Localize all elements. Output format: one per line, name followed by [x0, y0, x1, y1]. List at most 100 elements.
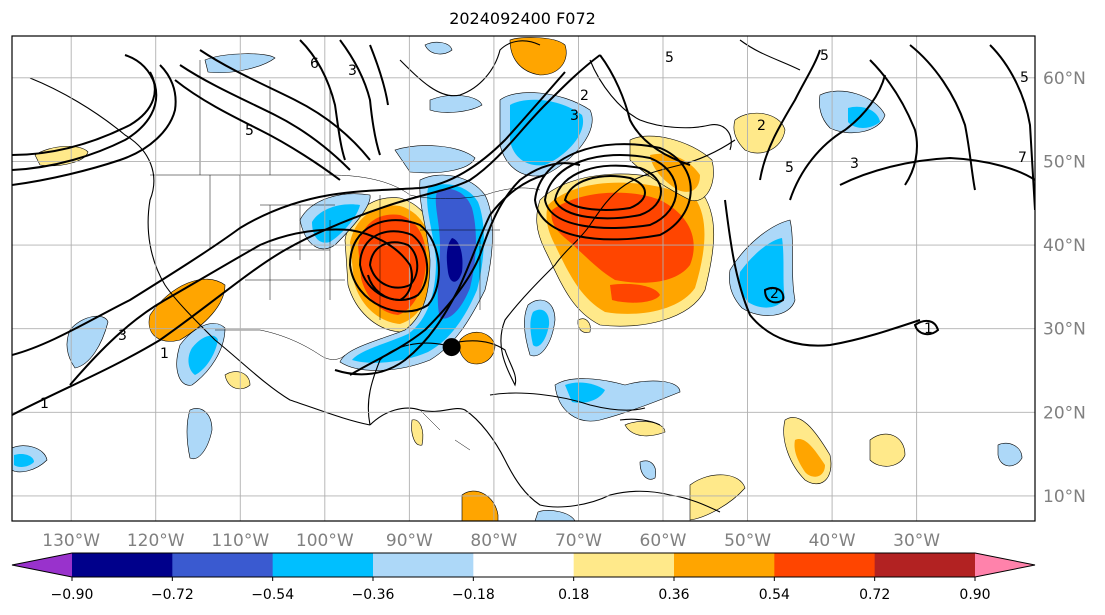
storm-position-marker — [442, 338, 461, 357]
border-canada-prov — [199, 60, 331, 175]
contour-labels: 1 1 3 5 3 6 2 3 5 2 5 3 5 7 5 2 1 — [40, 48, 1029, 412]
contour-label: 3 — [570, 108, 579, 124]
contour-label: 5 — [665, 50, 674, 66]
colorbar-tick-label: 0.36 — [658, 587, 689, 603]
colorbar — [11, 552, 1036, 578]
anomaly-neg-hudson — [429, 95, 483, 113]
contour-label: 1 — [160, 346, 169, 362]
contour-small-2 — [763, 287, 785, 304]
border-central-am — [419, 409, 471, 451]
anomaly-neg-atlantic-ne-mid — [739, 238, 785, 308]
anomaly-pos-east-us-core — [610, 283, 660, 303]
colorbar-tick-label: 0.72 — [859, 587, 890, 603]
longitude-tick-label: 30°W — [893, 531, 940, 551]
colorbar-tick-label: 0.18 — [558, 587, 589, 603]
border-us-mexico — [215, 329, 346, 360]
longitude-tick-label: 80°W — [470, 531, 517, 551]
colorbar-tick-label: −0.72 — [151, 587, 194, 603]
anomaly-neg-mexico-mid — [188, 335, 218, 375]
contour-10 — [179, 64, 351, 171]
contour-11 — [199, 49, 371, 161]
contour-label: 6 — [310, 56, 319, 72]
anomaly-pos-northeast — [509, 37, 567, 76]
contour-cut-4 — [533, 143, 692, 241]
latitude-tick-label: 50°N — [1043, 152, 1086, 172]
anomaly-pos-atlantic-south-mid — [794, 439, 825, 477]
anomaly-neg-canada — [394, 145, 476, 174]
contour-label: 5 — [785, 160, 794, 176]
contour-14 — [369, 44, 389, 106]
colorbar-segment — [874, 553, 976, 577]
latitude-tick-label: 20°N — [1043, 403, 1086, 423]
colorbar-extend-high — [975, 553, 1035, 577]
anomaly-neg-trough-core — [446, 238, 463, 282]
anomaly-pos-small-3 — [624, 421, 666, 437]
contour-cut-3 — [543, 154, 678, 229]
map-grid — [12, 36, 1035, 521]
colorbar-segment — [774, 553, 876, 577]
coast-greenland — [739, 39, 801, 71]
longitude-tick-label: 90°W — [386, 531, 433, 551]
contour-label: 5 — [245, 123, 254, 139]
contour-label: 3 — [850, 156, 859, 172]
contour-label: 2 — [770, 286, 779, 302]
contour-cut-2 — [553, 164, 662, 220]
longitude-tick-label: 100°W — [296, 531, 354, 551]
contour-label: 3 — [348, 63, 357, 79]
contour-label: 7 — [1018, 150, 1027, 166]
coast-s-america — [609, 490, 721, 513]
anomaly-neg-great-lakes-mid — [312, 204, 360, 243]
longitude-tick-label: 50°W — [724, 531, 771, 551]
map-title: 2024092400 F072 — [449, 9, 596, 28]
longitude-tick-label: 130°W — [42, 531, 100, 551]
coast-cuba — [489, 392, 646, 411]
contour-low-2 — [358, 230, 429, 301]
anomaly-neg-caribbean-mid — [565, 382, 605, 403]
anomaly-pos-small-1 — [224, 371, 251, 390]
contour-atl-1 — [724, 199, 921, 347]
contour-8 — [12, 71, 156, 156]
colorbar-segment — [373, 553, 474, 577]
colorbar-segment — [172, 553, 274, 577]
contour-atl-6 — [909, 44, 976, 191]
contour-small-1 — [913, 319, 940, 336]
colorbar-labels: −0.90 −0.72 −0.54 −0.36 −0.18 0.18 0.36 0.54 0.7… — [51, 577, 991, 603]
anomaly-neg-atlantic-sm — [639, 460, 656, 480]
anomaly-neg-greenland-w — [424, 41, 453, 55]
anomaly-neg-atlantic-se — [997, 442, 1023, 467]
colorbar-segment — [573, 553, 675, 577]
height-contours — [12, 39, 1035, 416]
anomaly-pos-central-am — [461, 490, 499, 521]
colorbar-tick-label: 0.90 — [959, 587, 990, 603]
coast-labrador — [589, 59, 732, 151]
contour-atl-3 — [789, 74, 886, 201]
longitude-tick-label: 40°W — [809, 531, 856, 551]
anomaly-neg-north-mid — [510, 99, 584, 166]
contour-cut-1 — [563, 175, 646, 211]
anomaly-neg-central-am — [534, 510, 576, 521]
anomaly-neg-pacific-sw — [186, 408, 213, 460]
contour-4 — [349, 162, 581, 376]
colorbar-segment — [674, 553, 775, 577]
coast-yucatan — [369, 407, 611, 508]
contour-label: 3 — [118, 328, 127, 344]
anomaly-neg-florida-mid — [530, 309, 550, 347]
contour-9 — [174, 79, 341, 181]
latitude-tick-label: 30°N — [1043, 320, 1086, 340]
anomaly-pos-small-4 — [577, 318, 591, 333]
colorbar-segment — [473, 553, 575, 577]
longitude-tick-label: 70°W — [555, 531, 602, 551]
contour-13 — [339, 39, 381, 156]
contour-7 — [12, 54, 158, 171]
anomaly-pos-baja — [148, 278, 226, 342]
contour-atl-7 — [989, 44, 1035, 211]
contour-label: 2 — [580, 88, 589, 104]
colorbar-segment — [72, 553, 173, 577]
colorbar-segment — [272, 553, 374, 577]
contour-atl-4 — [839, 156, 1035, 186]
contour-atl-5 — [869, 59, 918, 186]
contour-3 — [69, 228, 413, 386]
latitude-tick-label: 10°N — [1043, 487, 1086, 507]
coast-pacific-na — [29, 77, 371, 426]
coast-hudson — [399, 40, 541, 97]
